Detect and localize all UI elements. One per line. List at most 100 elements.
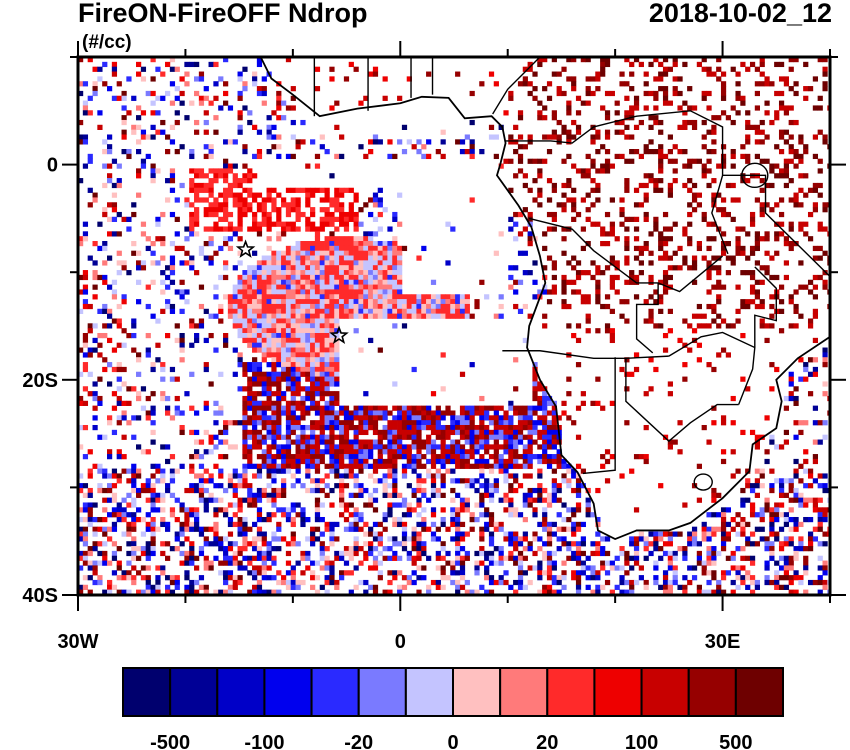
- field-cell: [401, 415, 408, 421]
- field-cell: [725, 240, 731, 247]
- field-cell: [310, 371, 316, 377]
- field-cell: [319, 405, 325, 411]
- field-cell: [629, 555, 635, 561]
- field-cell: [643, 454, 649, 460]
- field-cell: [672, 144, 678, 150]
- field-cell: [82, 231, 89, 237]
- field-cell: [295, 226, 301, 232]
- field-cell: [116, 516, 122, 523]
- field-cell: [111, 550, 118, 557]
- field-cell: [624, 216, 630, 222]
- field-cell: [266, 512, 272, 518]
- field-cell: [78, 236, 84, 242]
- field-cell: [358, 420, 364, 426]
- field-cell: [107, 173, 113, 179]
- field-cell: [571, 541, 577, 547]
- field-cell: [281, 299, 287, 305]
- field-cell: [503, 555, 509, 561]
- field-cell: [817, 57, 823, 63]
- field-cell: [556, 71, 562, 77]
- field-cell: [387, 308, 393, 314]
- field-cell: [653, 536, 659, 542]
- field-cell: [754, 66, 760, 72]
- field-cell: [276, 294, 282, 300]
- field-cell: [822, 284, 828, 290]
- field-cell: [532, 507, 538, 513]
- field-cell: [300, 294, 306, 300]
- field-cell: [319, 454, 325, 460]
- field-cell: [116, 478, 122, 484]
- field-cell: [382, 299, 388, 305]
- field-cell: [165, 410, 171, 416]
- field-cell: [377, 211, 383, 218]
- field-cell: [798, 497, 804, 503]
- field-cell: [165, 178, 171, 184]
- field-cell: [150, 487, 156, 494]
- field-cell: [227, 163, 234, 169]
- field-cell: [812, 153, 819, 160]
- field-cell: [392, 236, 398, 242]
- field-cell: [566, 478, 572, 484]
- field-cell: [136, 168, 142, 174]
- field-cell: [150, 405, 156, 411]
- field-cell: [324, 347, 330, 353]
- field-cell: [261, 216, 267, 222]
- field-cell: [474, 463, 480, 469]
- field-cell: [778, 483, 785, 489]
- field-cell: [237, 526, 243, 532]
- field-cell: [334, 444, 340, 450]
- field-cell: [314, 86, 321, 92]
- field-cell: [585, 86, 591, 92]
- field-cell: [290, 284, 296, 290]
- field-cell: [184, 487, 190, 494]
- field-cell: [232, 323, 238, 329]
- field-cell: [363, 521, 369, 528]
- field-cell: [276, 395, 282, 402]
- field-cell: [324, 483, 330, 489]
- field-cell: [256, 270, 263, 276]
- field-cell: [150, 57, 156, 63]
- field-cell: [537, 100, 543, 106]
- field-cell: [150, 502, 156, 508]
- field-cell: [464, 424, 470, 431]
- field-cell: [208, 473, 214, 479]
- field-cell: [107, 134, 113, 140]
- field-cell: [145, 134, 151, 140]
- field-cell: [372, 439, 379, 445]
- field-cell: [411, 463, 417, 469]
- field-cell: [711, 420, 717, 426]
- field-cell: [353, 328, 359, 334]
- field-cell: [406, 139, 412, 145]
- field-cell: [247, 192, 253, 198]
- field-cell: [179, 260, 185, 266]
- field-cell: [218, 468, 224, 474]
- field-cell: [232, 521, 238, 528]
- field-cell: [604, 231, 611, 237]
- field-cell: [575, 289, 582, 295]
- field-cell: [387, 473, 393, 479]
- field-cell: [300, 279, 306, 285]
- field-cell: [696, 463, 702, 469]
- field-cell: [160, 550, 166, 557]
- field-cell: [232, 468, 238, 474]
- field-cell: [194, 192, 200, 198]
- field-cell: [493, 483, 499, 489]
- field-cell: [696, 497, 702, 503]
- field-cell: [774, 115, 780, 121]
- field-cell: [430, 449, 437, 455]
- field-cell: [585, 512, 591, 518]
- field-cell: [720, 347, 727, 353]
- field-cell: [256, 202, 263, 208]
- field-cell: [488, 434, 495, 440]
- field-cell: [223, 236, 229, 242]
- field-cell: [706, 555, 712, 561]
- field-cell: [609, 197, 615, 203]
- field-cell: [295, 415, 301, 421]
- field-cell: [658, 546, 664, 552]
- field-cell: [242, 328, 248, 334]
- field-cell: [517, 231, 524, 237]
- field-cell: [290, 521, 296, 528]
- field-cell: [372, 299, 379, 305]
- field-cell: [363, 294, 369, 300]
- field-cell: [261, 439, 267, 445]
